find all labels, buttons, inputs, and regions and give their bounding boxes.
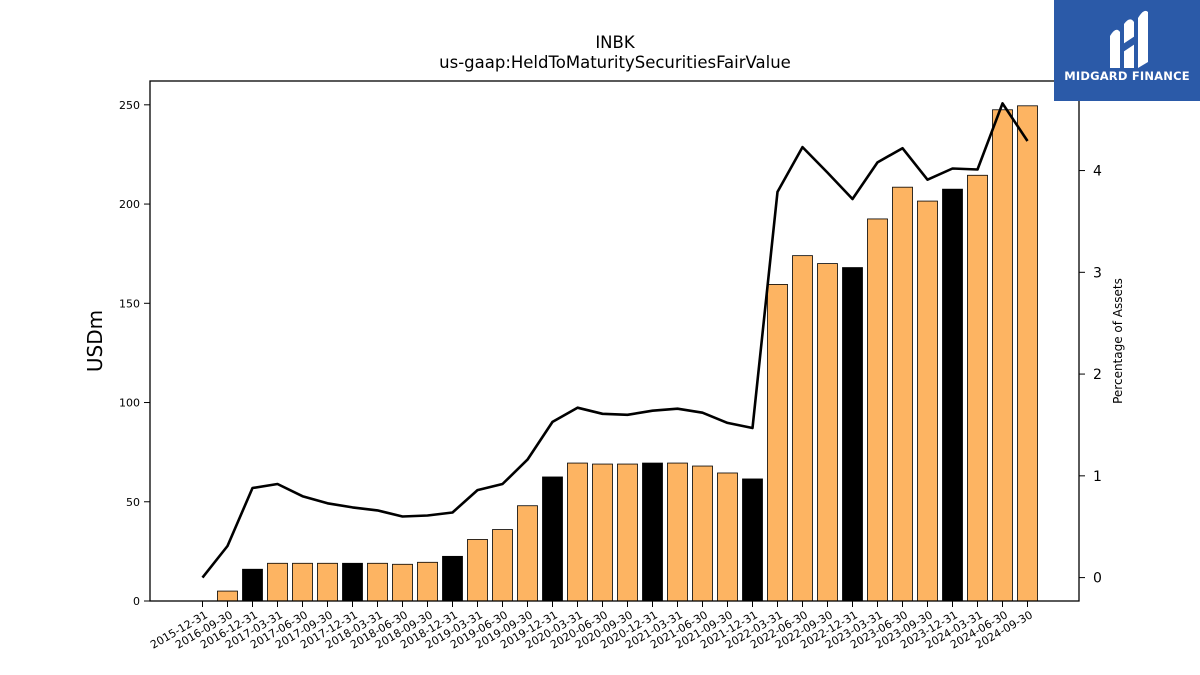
x-axis: 2015-12-312016-09-302016-12-312017-03-31…	[148, 601, 1035, 652]
y2-axis-label: Percentage of Assets	[1111, 278, 1125, 404]
midgard-m-logo-icon	[1110, 10, 1148, 68]
bar-2018-06-30	[392, 563, 413, 602]
bar-2024-09-30	[1017, 105, 1038, 602]
bar-2021-06-30	[692, 465, 713, 602]
y2-axis: 0 1 2 3 4	[1079, 164, 1102, 587]
y-tick-label-200: 200	[119, 198, 140, 211]
y-axis-label: USDm	[83, 310, 107, 372]
chart-subtitle: us-gaap:HeldToMaturitySecuritiesFairValu…	[439, 53, 791, 72]
bar-2023-12-31	[942, 188, 963, 602]
line-layer	[201, 102, 1029, 579]
bar-2019-09-30	[517, 505, 538, 602]
midgard-finance-logo: MIDGARD FINANCE	[1054, 0, 1200, 101]
bar-2017-03-31	[267, 562, 288, 602]
bar-2019-06-30	[492, 529, 513, 602]
y2-tick-label-0: 0	[1093, 571, 1102, 587]
y-axis: 0 50 100 150 200 250	[119, 99, 150, 608]
chart-title: INBK	[595, 33, 636, 52]
bar-2017-09-30	[317, 562, 338, 602]
y-tick-label-100: 100	[119, 397, 140, 410]
bar-2017-12-31	[342, 562, 363, 602]
bar-2021-12-31	[742, 478, 763, 602]
percentage-of-assets-line	[201, 102, 1029, 579]
y-tick-label-50: 50	[126, 496, 140, 509]
bar-2017-06-30	[292, 562, 313, 602]
y2-tick-label-1: 1	[1093, 469, 1102, 485]
plot-frame	[149, 80, 1080, 602]
bar-2020-03-31	[567, 462, 588, 602]
logo-text: MIDGARD FINANCE	[1064, 69, 1190, 83]
y2-tick-label-3: 3	[1093, 265, 1102, 281]
bar-2024-03-31	[967, 174, 988, 602]
bar-2021-03-31	[667, 462, 688, 602]
bar-2023-03-31	[867, 218, 888, 602]
bar-2024-06-30	[992, 109, 1013, 602]
bar-2019-12-31	[542, 476, 563, 602]
bar-2020-12-31	[642, 462, 663, 602]
bar-2018-09-30	[417, 561, 438, 602]
y-tick-label-150: 150	[119, 297, 140, 310]
bar-2020-06-30	[592, 463, 613, 602]
bar-2022-09-30	[817, 263, 838, 602]
bar-2021-09-30	[717, 472, 738, 602]
bar-2016-09-30	[217, 590, 238, 602]
bar-2018-03-31	[367, 562, 388, 602]
bar-2019-03-31	[467, 539, 488, 602]
bar-2022-06-30	[792, 255, 813, 602]
y-tick-label-0: 0	[133, 595, 140, 608]
y2-tick-label-4: 4	[1093, 164, 1102, 180]
bar-2023-09-30	[917, 200, 938, 602]
bars-layer	[217, 105, 1038, 602]
bar-2018-12-31	[442, 555, 463, 602]
bar-2022-03-31	[767, 284, 788, 602]
bar-2020-09-30	[617, 463, 638, 602]
y2-tick-label-2: 2	[1093, 367, 1102, 383]
bar-2023-06-30	[892, 186, 913, 602]
bar-2022-12-31	[842, 267, 863, 602]
bar-2016-12-31	[242, 568, 263, 602]
y-tick-label-250: 250	[119, 99, 140, 112]
